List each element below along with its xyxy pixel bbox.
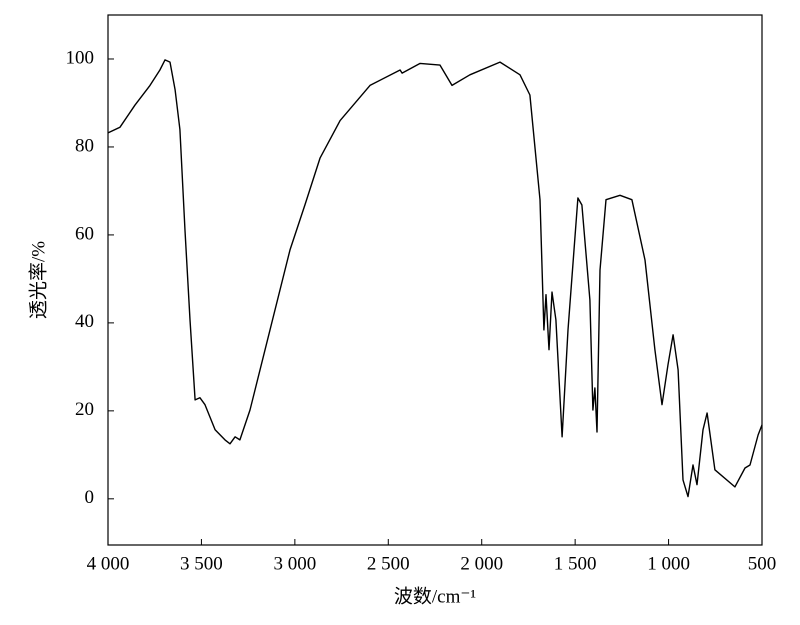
x-tick-label: 500 [748, 553, 777, 574]
x-tick-label: 3 500 [180, 553, 223, 574]
spectrum-line [107, 59, 763, 498]
y-tick-label: 60 [75, 223, 94, 244]
y-tick-label: 40 [75, 311, 94, 332]
x-tick-label: 4 000 [87, 553, 130, 574]
x-tick-label: 2 500 [367, 553, 410, 574]
x-tick-label: 1 000 [647, 553, 690, 574]
y-tick-label: 80 [75, 135, 94, 156]
x-tick-label: 1 500 [554, 553, 597, 574]
y-tick-label: 0 [85, 487, 95, 508]
y-tick-label: 20 [75, 399, 94, 420]
y-axis-label: 透光率/% [27, 241, 49, 319]
x-axis-label: 波数/cm⁻¹ [394, 585, 477, 607]
plot-frame [107, 14, 763, 546]
y-tick-label: 100 [66, 47, 95, 68]
x-tick-label: 3 000 [273, 553, 316, 574]
x-tick-label: 2 000 [460, 553, 503, 574]
